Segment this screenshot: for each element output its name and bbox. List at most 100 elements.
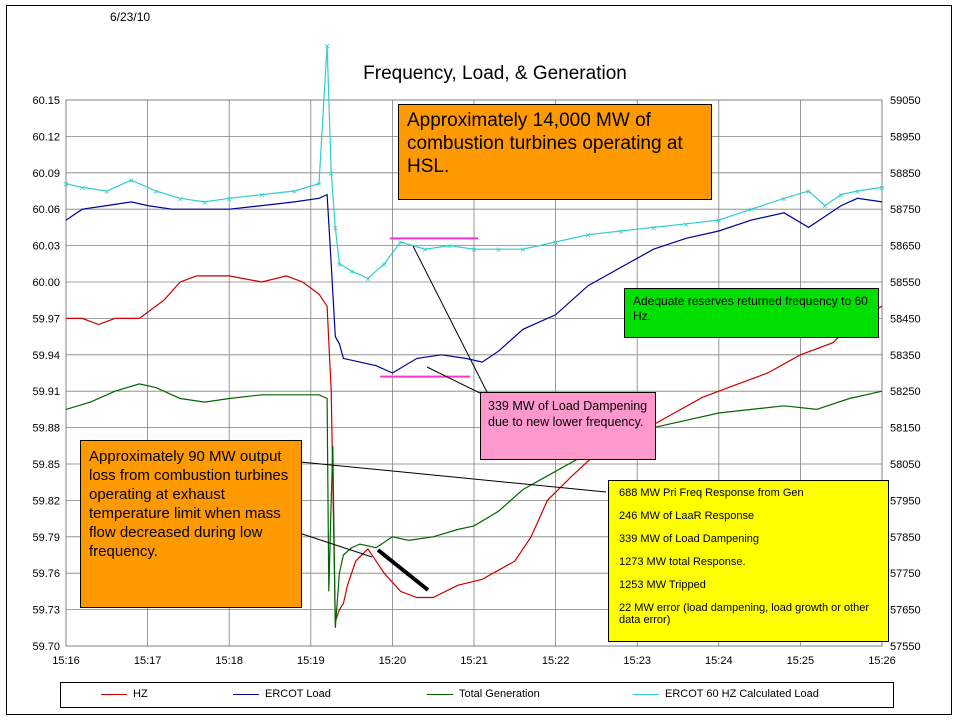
calc-point-marker: × [422, 245, 428, 256]
x-tick: 15:17 [134, 655, 162, 667]
calc-point-marker: × [553, 238, 559, 249]
calc-point-marker: × [177, 194, 183, 205]
x-tick: 15:26 [868, 655, 896, 667]
legend-item-calc: ERCOT 60 HZ Calculated Load [633, 688, 819, 700]
calc-point-marker: × [471, 245, 477, 256]
x-tick: 15:23 [623, 655, 651, 667]
y-right-tick: 58050 [890, 459, 921, 471]
callout-hsl: Approximately 14,000 MW of combustion tu… [398, 104, 712, 200]
calc-point-marker: × [292, 187, 298, 198]
y-left-tick: 59.79 [32, 532, 60, 544]
calc-point-marker: × [585, 231, 591, 242]
y-right-tick: 58450 [890, 313, 921, 325]
series-line-load [65, 193, 883, 374]
calc-point-marker: × [520, 245, 526, 256]
y-right-tick: 58850 [890, 168, 921, 180]
y-right-tick: 58550 [890, 277, 921, 289]
legend-label-hz: HZ [133, 688, 148, 700]
calc-point-marker: × [651, 223, 657, 234]
calc-point-marker: × [316, 180, 322, 191]
y-right-tick: 57550 [890, 641, 921, 653]
y-left-tick: 59.88 [32, 423, 60, 435]
calc-point-marker: × [749, 205, 755, 216]
y-right-tick: 58650 [890, 241, 921, 253]
calc-point-marker: × [349, 267, 355, 278]
chart-title: Frequency, Load, & Generation [363, 63, 627, 84]
x-tick: 15:18 [215, 655, 243, 667]
legend-label-load: ERCOT Load [265, 688, 331, 700]
x-tick: 15:22 [542, 655, 570, 667]
x-tick: 15:21 [460, 655, 488, 667]
legend-label-gen: Total Generation [459, 688, 540, 700]
y-right-tick: 57850 [890, 532, 921, 544]
calc-point-marker: × [79, 183, 85, 194]
y-left-tick: 59.85 [32, 459, 60, 471]
legend-item-hz: HZ [101, 688, 148, 700]
legend: HZ ERCOT Load Total Generation ERCOT 60 … [60, 682, 894, 708]
x-tick: 15:20 [379, 655, 407, 667]
arrow-ct-bold [376, 548, 430, 592]
legend-swatch-hz [101, 693, 127, 695]
x-axis: 15:16 15:17 15:18 15:19 15:20 15:21 15:22 15:23… [52, 655, 896, 667]
callout-dampening: 339 MW of Load Dampening due to new lowe… [480, 392, 656, 460]
chart-frame [6, 5, 952, 715]
y-left-tick: 60.12 [32, 131, 60, 143]
marker-layer [380, 237, 479, 378]
legend-swatch-gen [427, 693, 453, 695]
legend-label-calc: ERCOT 60 HZ Calculated Load [665, 688, 819, 700]
calc-point-marker: × [838, 191, 844, 202]
right-axis: 57550 57650 57750 57850 57950 58050 58150 58250… [890, 95, 921, 653]
calc-point-marker: × [781, 194, 787, 205]
response-line: 1253 MW Tripped [619, 579, 706, 591]
y-right-tick: 57950 [890, 495, 921, 507]
y-left-tick: 59.82 [32, 495, 60, 507]
legend-item-load: ERCOT Load [233, 688, 331, 700]
series-line-calc [65, 45, 883, 280]
calc-point-marker: × [618, 227, 624, 238]
series-layer: × × × × × × × × × × × × × × × × × × × × × × × × × × × × × × × × × × × × × [63, 41, 885, 628]
calc-point-marker: × [447, 242, 453, 253]
calc-point-marker: × [683, 220, 689, 231]
calc-point-marker: × [63, 180, 69, 191]
chart-date: 6/23/10 [110, 10, 151, 24]
x-tick: 15:19 [297, 655, 325, 667]
calc-point-marker: × [104, 187, 110, 198]
response-line: 339 MW of Load Dampening [619, 533, 760, 545]
calc-point-marker: × [202, 198, 208, 209]
response-line: 1273 MW total Response. [619, 556, 746, 568]
y-right-tick: 58250 [890, 386, 921, 398]
calc-point-marker: × [855, 187, 861, 198]
left-axis: 59.70 59.73 59.76 59.79 59.82 59.85 59.88 59.91… [32, 95, 60, 653]
y-left-tick: 60.03 [32, 241, 60, 253]
y-left-tick: 59.94 [32, 350, 60, 362]
calc-point-marker: × [128, 176, 134, 187]
y-right-tick: 57650 [890, 605, 921, 617]
arrow-damp-line [426, 366, 491, 399]
arrow-hsl-line [412, 245, 491, 399]
callout-ct-loss: Approximately 90 MW output loss from com… [80, 440, 302, 608]
y-left-tick: 60.00 [32, 277, 60, 289]
calc-point-marker: × [259, 191, 265, 202]
response-line: 688 MW Pri Freq Response from Gen [619, 487, 804, 499]
y-right-tick: 58750 [890, 204, 921, 216]
y-left-tick: 60.06 [32, 204, 60, 216]
x-tick: 15:24 [705, 655, 733, 667]
calc-point-marker: × [328, 169, 334, 180]
y-left-tick: 59.76 [32, 568, 60, 580]
calc-point-marker: × [226, 194, 232, 205]
y-right-tick: 58150 [890, 423, 921, 435]
response-line: 246 MW of LaaR Response [619, 510, 755, 522]
calc-point-marker: × [496, 245, 502, 256]
y-left-tick: 59.73 [32, 605, 60, 617]
legend-item-gen: Total Generation [427, 688, 540, 700]
series-line-gen [65, 383, 883, 628]
y-right-tick: 58350 [890, 350, 921, 362]
calc-point-marker: × [153, 187, 159, 198]
series-line-hz [66, 275, 883, 622]
callout-response: 688 MW Pri Freq Response from Gen 246 MW… [608, 480, 889, 642]
legend-swatch-load [233, 693, 259, 695]
calc-point-marker: × [381, 260, 387, 271]
y-left-tick: 59.91 [32, 386, 60, 398]
y-left-tick: 59.70 [32, 641, 60, 653]
calc-point-marker: × [716, 216, 722, 227]
